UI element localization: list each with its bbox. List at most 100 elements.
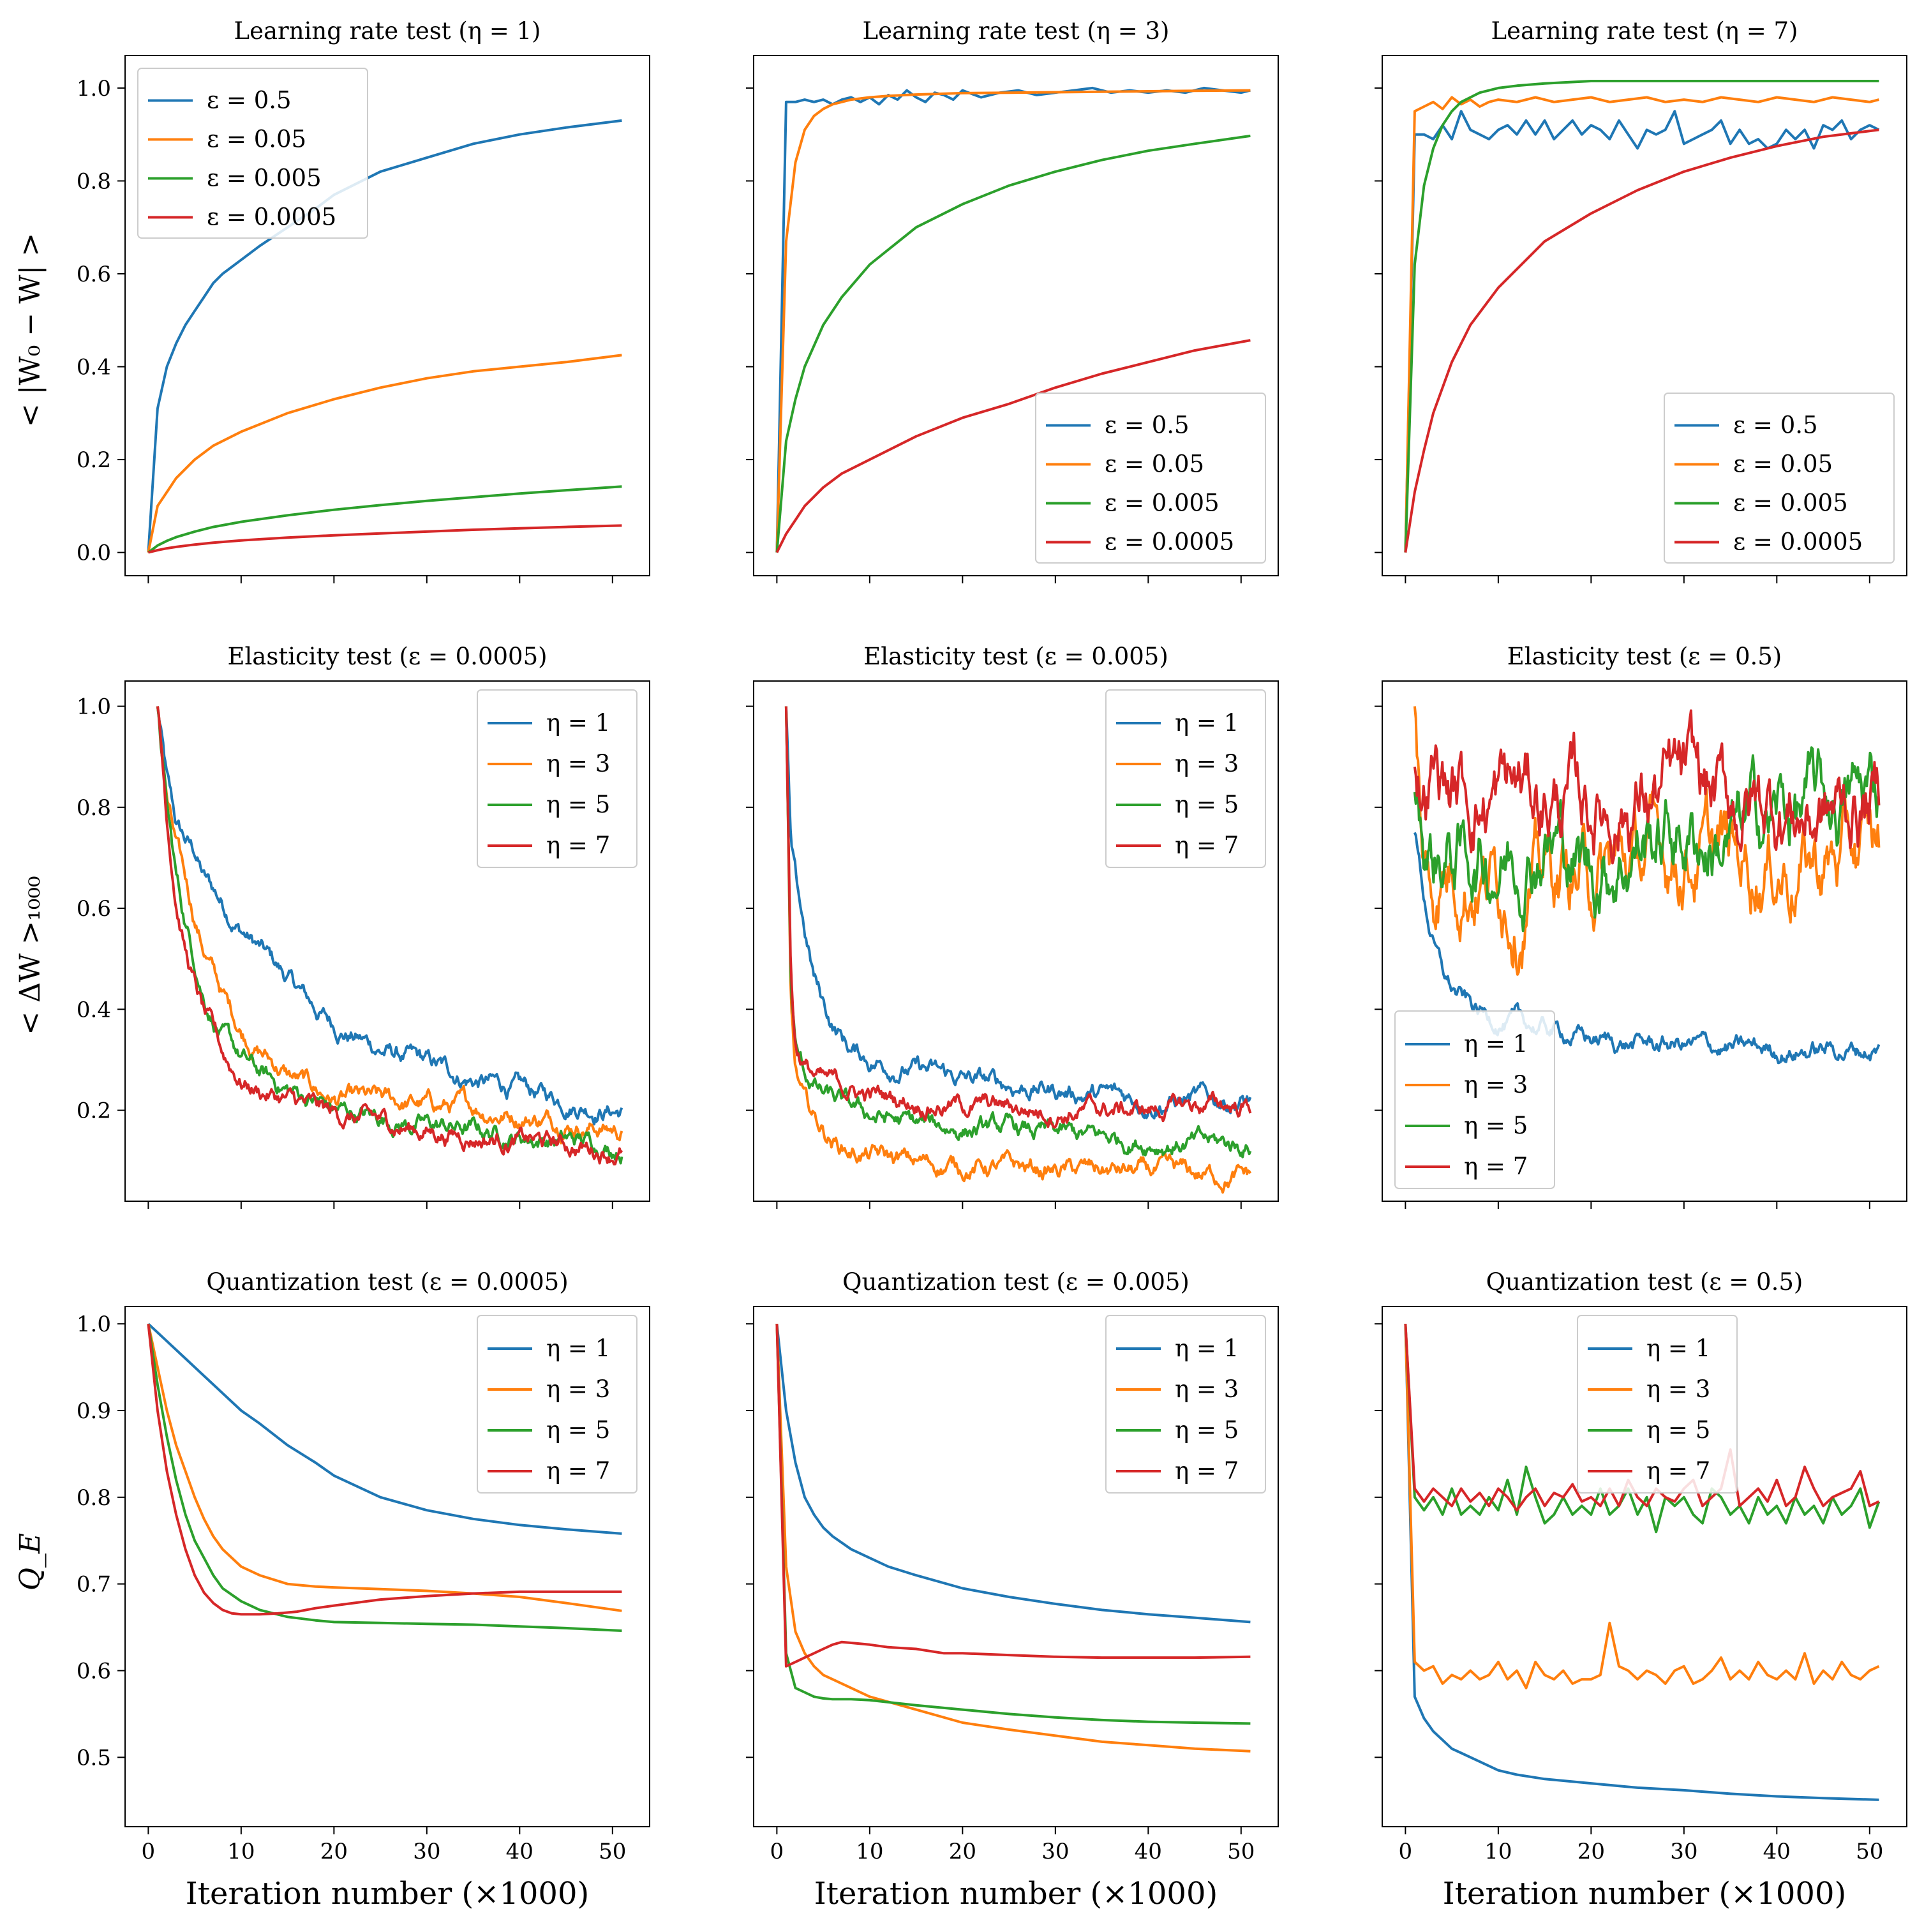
- x-tick-label: 10: [856, 1839, 883, 1864]
- legend-label: η = 5: [546, 1416, 610, 1444]
- axes-frame: [753, 1306, 1279, 1827]
- legend-label: ε = 0.0005: [1733, 528, 1863, 556]
- legend-label: η = 3: [1175, 750, 1239, 777]
- x-tick-label: 0: [1399, 1839, 1413, 1864]
- x-tick-label: 40: [1763, 1839, 1791, 1864]
- y-tick-label: 0.4: [77, 355, 111, 380]
- y-tick-label: 0.4: [77, 997, 111, 1022]
- col-1-xlabel: Iteration number (×1000): [186, 1876, 589, 1912]
- y-tick-label: 0.9: [77, 1398, 111, 1424]
- series-group: [1404, 1324, 1881, 1801]
- col-3-xlabel: Iteration number (×1000): [1443, 1876, 1846, 1912]
- legend-label: η = 1: [1175, 709, 1239, 737]
- x-tick-label: 30: [1670, 1839, 1697, 1864]
- legend: η = 1 η = 3 η = 5 η = 7: [477, 689, 638, 868]
- series-line-1: [1404, 110, 1880, 553]
- series-line-1: [147, 119, 622, 553]
- legend-label: ε = 0.05: [1105, 451, 1204, 478]
- row-2-ylabel: < ΔW >₁₀₀₀: [14, 876, 47, 1035]
- chart-panel-4: Elasticity test (ε = 0.0005) 0.2 0.4 0.6 0.8…: [77, 643, 650, 1209]
- legend-box: [1577, 1315, 1738, 1494]
- series-line-4: [156, 706, 623, 1165]
- y-tick-label: 0.0: [77, 541, 111, 566]
- x-tick-label: 50: [1856, 1839, 1883, 1864]
- chart-title: Elasticity test (ε = 0.0005): [227, 643, 547, 670]
- legend-label: η = 5: [1646, 1416, 1710, 1444]
- legend-box: [1664, 393, 1895, 564]
- axes-frame: [124, 1306, 650, 1827]
- x-tick-label: 50: [1227, 1839, 1255, 1864]
- x-tick-label: 10: [227, 1839, 255, 1864]
- legend-label: η = 5: [546, 791, 610, 818]
- legend-label: ε = 0.05: [207, 126, 306, 153]
- legend-box: [1394, 1010, 1555, 1189]
- legend-label: η = 3: [1464, 1071, 1528, 1098]
- series-line-1: [147, 1322, 622, 1535]
- x-tick-label: 30: [1041, 1839, 1069, 1864]
- x-tick-label: 20: [320, 1839, 348, 1864]
- series-line-4: [147, 524, 622, 554]
- series-line-4: [1404, 1324, 1880, 1512]
- legend-label: η = 7: [546, 832, 610, 859]
- legend-box: [477, 689, 638, 868]
- row-3-ylabel: Q_E: [14, 1533, 47, 1591]
- axes-frame: [753, 680, 1279, 1202]
- legend-label: ε = 0.5: [1105, 412, 1189, 439]
- x-tick-label: 20: [949, 1839, 976, 1864]
- y-tick-label: 0.6: [77, 1659, 111, 1684]
- legend-label: ε = 0.005: [1733, 490, 1848, 517]
- series-group: [156, 706, 623, 1165]
- series-group: [1404, 80, 1880, 553]
- series-line-4: [1413, 709, 1881, 865]
- col-2-xlabel: Iteration number (×1000): [814, 1876, 1218, 1912]
- series-line-3: [775, 1324, 1251, 1725]
- y-tick-label: 0.8: [77, 168, 111, 194]
- legend-label: η = 3: [546, 1375, 610, 1403]
- series-line-3: [784, 706, 1252, 1158]
- chart-title: Elasticity test (ε = 0.005): [863, 643, 1168, 670]
- y-tick-label: 0.6: [77, 896, 111, 922]
- x-tick-label: 10: [1484, 1839, 1512, 1864]
- y-tick-label: 1.0: [77, 76, 111, 101]
- series-group: [775, 1323, 1251, 1753]
- axes-frame: [1382, 55, 1907, 576]
- legend-box: [137, 68, 368, 239]
- legend-label: η = 7: [1175, 832, 1239, 859]
- legend-label: η = 5: [1175, 1416, 1239, 1444]
- series-line-2: [1404, 1324, 1880, 1689]
- series-line-3: [1413, 746, 1881, 932]
- series-line-2: [784, 706, 1252, 1194]
- chart-title: Quantization test (ε = 0.5): [1486, 1268, 1803, 1296]
- y-tick-label: 1.0: [77, 1312, 111, 1337]
- legend-label: ε = 0.05: [1733, 451, 1833, 478]
- legend: ε = 0.5 ε = 0.05 ε = 0.005 ε = 0.0005: [1035, 393, 1266, 564]
- series-line-3: [147, 1323, 622, 1632]
- x-tick-label: 20: [1577, 1839, 1605, 1864]
- series-group: [147, 1322, 622, 1632]
- x-tick-label: 50: [599, 1839, 626, 1864]
- x-tick-label: 40: [1135, 1839, 1162, 1864]
- series-line-4: [775, 1324, 1251, 1668]
- series-line-4: [775, 339, 1251, 553]
- y-tick-label: 0.6: [77, 262, 111, 287]
- chart-panel-7: Quantization test (ε = 0.0005) 0 10 20 30 40 5…: [77, 1268, 650, 1864]
- axes-frame: [1382, 1306, 1907, 1827]
- y-tick-label: 0.8: [77, 1485, 111, 1511]
- legend-label: η = 1: [1175, 1335, 1239, 1362]
- series-line-3: [775, 134, 1251, 553]
- legend-label: η = 7: [1175, 1457, 1239, 1485]
- series-line-2: [147, 354, 622, 553]
- legend-label: ε = 0.005: [1105, 490, 1219, 517]
- legend-label: η = 7: [546, 1457, 610, 1485]
- chart-panel-9: Quantization test (ε = 0.5) 0 10 20 30 40 50 η …: [1375, 1268, 1907, 1864]
- legend-label: ε = 0.0005: [207, 204, 336, 231]
- chart-title: Quantization test (ε = 0.0005): [206, 1268, 568, 1296]
- series-line-2: [775, 89, 1251, 553]
- y-tick-label: 1.0: [77, 694, 111, 720]
- legend: η = 1 η = 3 η = 5 η = 7: [477, 1315, 638, 1494]
- x-tick-label: 0: [142, 1839, 156, 1864]
- axes-frame: [124, 680, 650, 1202]
- legend-label: η = 5: [1175, 791, 1239, 818]
- legend: ε = 0.5 ε = 0.05 ε = 0.005 ε = 0.0005: [1664, 393, 1895, 564]
- legend-box: [1105, 689, 1266, 868]
